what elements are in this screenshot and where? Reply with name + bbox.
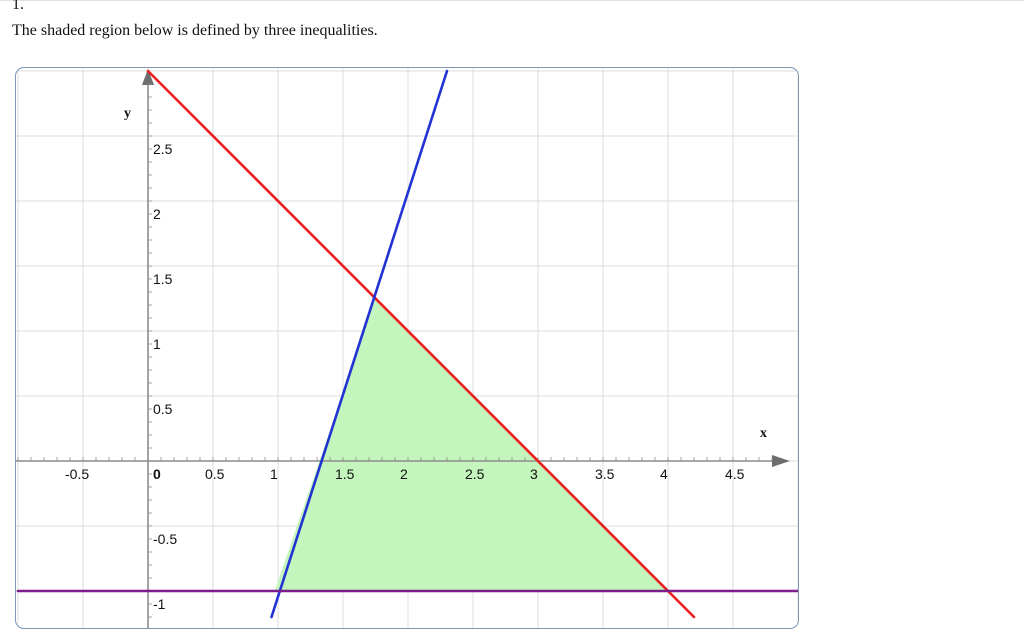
y-tick-label: -0.5 — [153, 531, 177, 547]
x-tick-label: 2 — [400, 466, 408, 482]
x-tick-label: 1.5 — [335, 466, 355, 482]
red-boundary-line — [146, 69, 696, 619]
x-tick-label: 0 — [153, 466, 161, 482]
y-tick-label: 1.5 — [153, 271, 173, 287]
x-tick-label: -0.5 — [65, 466, 89, 482]
y-axis-label: y — [124, 106, 131, 121]
blue-boundary-line — [270, 69, 449, 619]
x-tick-label: 0.5 — [205, 466, 225, 482]
y-axis-arrow — [142, 69, 154, 85]
question-number: 1. — [12, 0, 24, 13]
axes — [16, 69, 790, 628]
shaded-region — [274, 298, 668, 591]
shaded-region-layer — [274, 298, 668, 591]
x-tick-label: 3 — [530, 466, 538, 482]
x-tick-label: 3.5 — [595, 466, 615, 482]
graph-panel: -0.5 0 0.5 1 1.5 2 2.5 3 3.5 4 4.5 2.5 2 1.5 1 0.5 -0.5 -… — [15, 67, 799, 629]
y-tick-label: -1 — [153, 596, 166, 612]
y-tick-label: 2 — [153, 206, 161, 222]
boundary-lines — [16, 69, 798, 619]
y-tick-label: 0.5 — [153, 401, 173, 417]
x-tick-label: 4 — [660, 466, 668, 482]
top-divider — [0, 0, 1024, 1]
x-tick-label: 4.5 — [725, 466, 745, 482]
inequality-chart: -0.5 0 0.5 1 1.5 2 2.5 3 3.5 4 4.5 2.5 2 1.5 1 0.5 -0.5 -… — [16, 68, 798, 628]
x-axis-arrow — [772, 455, 790, 467]
y-tick-label: 1 — [153, 336, 161, 352]
question-text: The shaded region below is defined by th… — [12, 22, 378, 39]
y-tick-label: 2.5 — [153, 141, 173, 157]
x-axis-label: x — [760, 426, 767, 441]
x-tick-label: 1 — [270, 466, 278, 482]
x-tick-label: 2.5 — [465, 466, 485, 482]
tick-labels: -0.5 0 0.5 1 1.5 2 2.5 3 3.5 4 4.5 2.5 2 1.5 1 0.5 -0.5 -… — [65, 141, 745, 612]
